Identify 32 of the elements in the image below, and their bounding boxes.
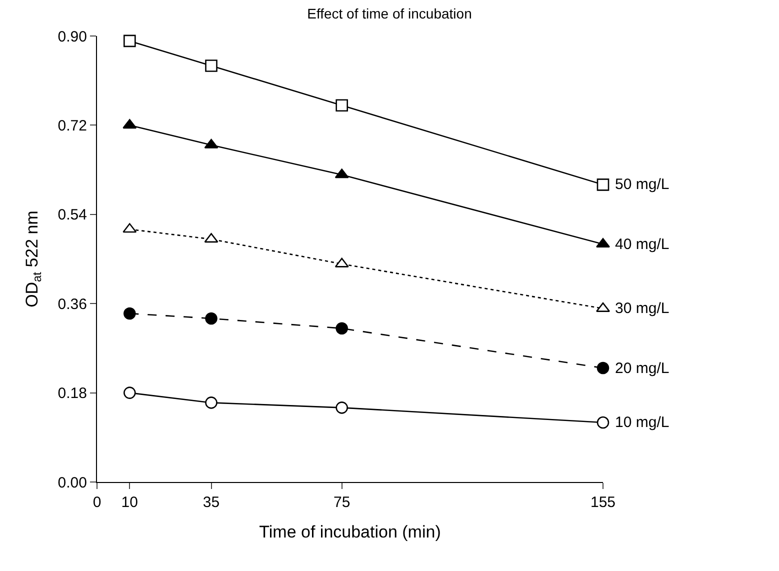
series-label: 40 mg/L	[615, 236, 670, 253]
point	[596, 238, 610, 248]
chart-title: Effect of time of incubation	[307, 5, 472, 22]
point	[205, 312, 218, 325]
y-tick-label: 0.36	[58, 296, 87, 313]
series-label: 50 mg/L	[615, 176, 670, 193]
series-label: 20 mg/L	[615, 360, 670, 377]
point	[596, 416, 610, 429]
point	[124, 307, 136, 320]
point	[596, 302, 610, 312]
point	[205, 396, 218, 409]
x-tick-label: 35	[202, 494, 220, 511]
series-label: 30 mg/L	[615, 300, 670, 317]
y-tick-label: 0.18	[58, 385, 87, 402]
point	[336, 402, 348, 414]
y-tick-label: 0.90	[58, 28, 87, 46]
series-label: 10 mg/L	[615, 414, 670, 431]
x-tick-label: 155	[590, 494, 616, 511]
point	[124, 386, 136, 399]
point	[205, 60, 218, 72]
y-tick-label: 0.72	[58, 117, 87, 134]
point	[596, 178, 610, 191]
x-axis-title: Time of incubation (min)	[259, 522, 441, 542]
point	[336, 322, 348, 335]
point	[596, 362, 610, 374]
point	[124, 34, 136, 48]
y-tick-label: 0.54	[58, 206, 87, 224]
x-tick-label: 10	[121, 494, 138, 511]
x-tick-label: 75	[333, 494, 350, 511]
x-tick-label: 0	[92, 494, 102, 511]
point	[336, 99, 348, 112]
y-tick-label: 0.00	[58, 474, 87, 492]
